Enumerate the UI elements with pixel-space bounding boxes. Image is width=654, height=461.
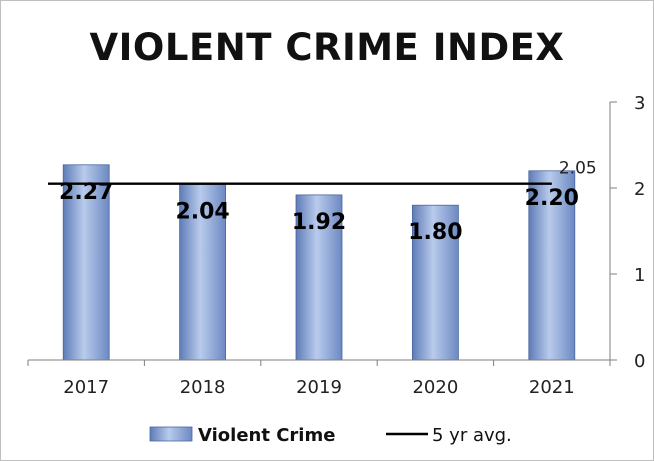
bar-2019	[295, 194, 343, 361]
bar-2017	[62, 164, 110, 361]
y-tick-label: 1	[634, 265, 645, 286]
y-tick-label: 0	[634, 351, 645, 372]
y-tick-label: 3	[634, 93, 645, 114]
bar-data-label: 2.27	[59, 180, 113, 205]
bar-data-label: 1.80	[408, 220, 462, 245]
legend-label-violent-crime: Violent Crime	[198, 425, 335, 446]
x-tick-label: 2017	[63, 377, 109, 398]
legend-bar-swatch	[149, 426, 193, 442]
bar-2018	[179, 184, 227, 361]
bar-data-label: 2.04	[175, 200, 229, 225]
bar-data-label: 2.20	[525, 186, 579, 211]
x-tick-label: 2018	[180, 377, 226, 398]
x-tick-label: 2019	[296, 377, 342, 398]
avg-line-label: 2.05	[559, 159, 597, 179]
bar-data-label: 1.92	[292, 210, 346, 235]
legend-label-5yr-avg: 5 yr avg.	[432, 425, 512, 446]
x-tick-label: 2021	[529, 377, 575, 398]
chart-title: VIOLENT CRIME INDEX	[89, 26, 565, 69]
x-tick-label: 2020	[412, 377, 458, 398]
y-tick-label: 2	[634, 179, 645, 200]
